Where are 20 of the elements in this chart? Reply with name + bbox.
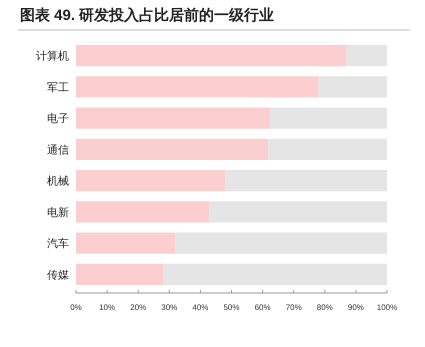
y-tick-label: 电子 <box>47 112 69 126</box>
x-tick-label: 40% <box>192 303 208 312</box>
y-tick-label: 传媒 <box>47 269 69 282</box>
y-tick-label: 电新 <box>47 206 69 219</box>
x-tick-label: 10% <box>99 303 116 312</box>
x-tick-label: 90% <box>348 303 364 312</box>
y-tick-label: 机械 <box>47 174 69 188</box>
y-tick-label: 军工 <box>47 82 69 94</box>
y-tick-label: 计算机 <box>36 50 69 63</box>
y-tick-label: 通信 <box>47 143 69 156</box>
x-tick-label: 80% <box>316 303 333 312</box>
title: 图表 49. 研发投入占比居前的一级行业 <box>20 7 274 24</box>
x-tick-label: 30% <box>161 303 178 312</box>
x-tick-label: 20% <box>130 303 146 312</box>
x-tick-label: 50% <box>223 303 240 312</box>
x-tick-label: 0% <box>70 303 82 312</box>
y-tick-label: 汽车 <box>47 237 69 250</box>
x-tick-label: 100% <box>376 303 398 312</box>
x-tick-label: 70% <box>286 303 302 312</box>
x-tick-label: 60% <box>254 303 271 312</box>
